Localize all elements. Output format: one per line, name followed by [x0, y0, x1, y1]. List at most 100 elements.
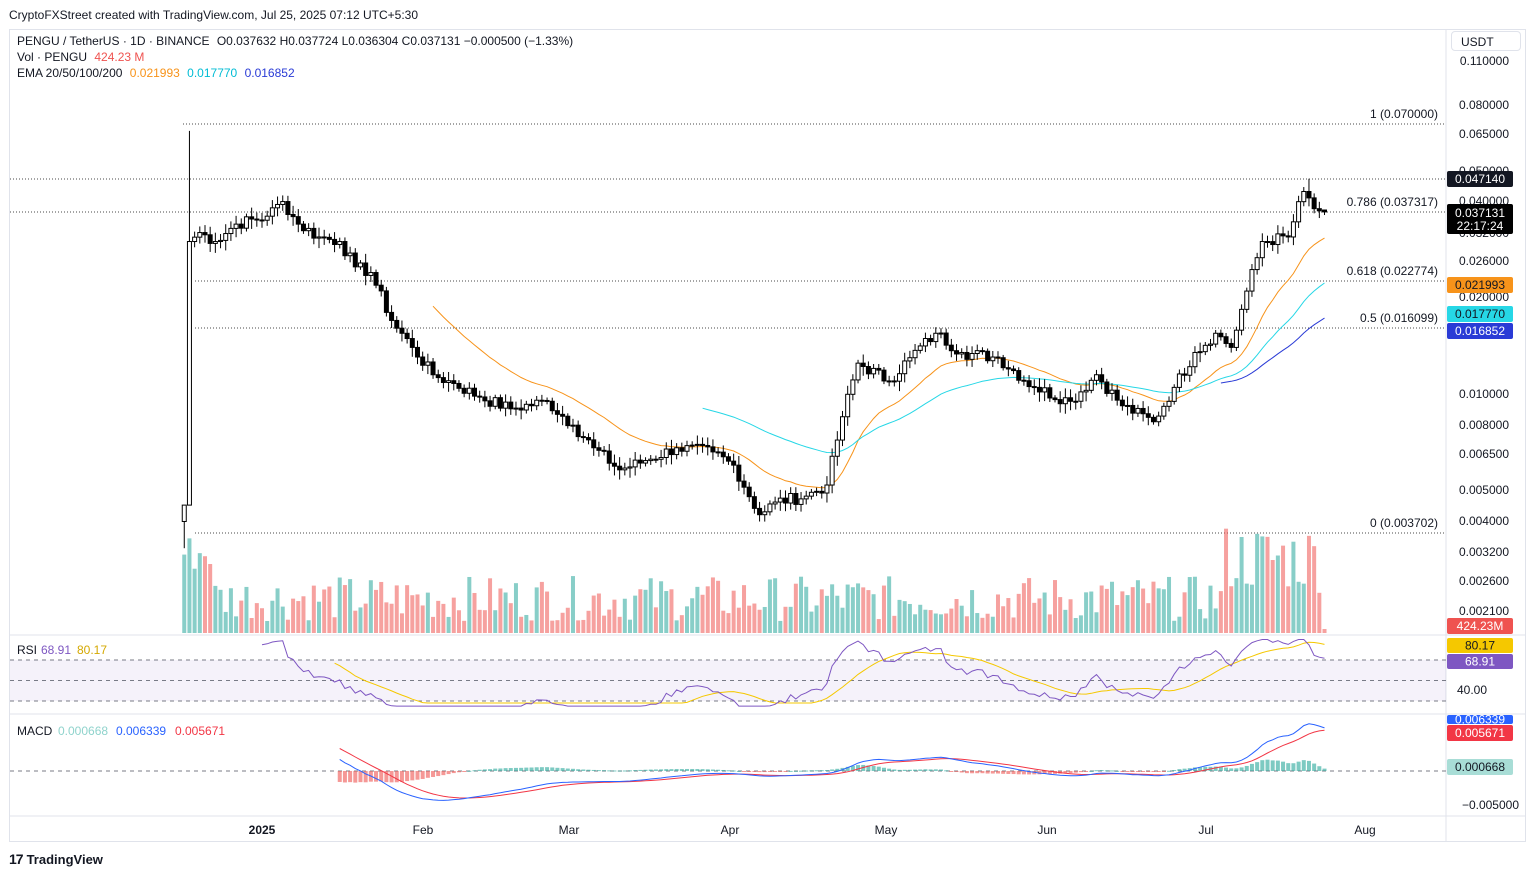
macd-histogram-bar [415, 771, 420, 780]
volume-bar [410, 595, 415, 633]
volume-bar [327, 586, 332, 633]
macd-histogram-bar [1234, 768, 1239, 771]
macd-histogram-bar [1110, 770, 1115, 772]
volume-badge [1447, 618, 1513, 634]
candle-body [357, 262, 363, 268]
tradingview-logo[interactable]: 17 TradingView [9, 851, 103, 867]
candle-body [933, 332, 939, 343]
volume-bar [1306, 535, 1311, 633]
price-axis-label: 0.080000 [1459, 98, 1509, 112]
volume-bar [607, 609, 612, 633]
macd-histogram-bar [830, 769, 835, 771]
volume-bar [296, 601, 301, 633]
volume-bar [1198, 609, 1203, 633]
volume-bar [783, 606, 788, 633]
macd-histogram-bar [804, 770, 809, 772]
volume-bar [441, 603, 446, 633]
macd-axis-label: −0.005000 [1462, 798, 1519, 812]
ema100-value: 0.016852 [244, 66, 295, 80]
volume-bar [1078, 615, 1083, 633]
macd-histogram-bar [970, 771, 975, 774]
volume-bar [835, 595, 840, 633]
volume-bar [1249, 584, 1254, 633]
volume-bar [399, 613, 404, 633]
candle-body [1042, 387, 1048, 393]
macd-histogram-bar [1089, 770, 1094, 772]
candle-body [1099, 374, 1105, 383]
macd-histogram-bar [975, 771, 980, 774]
time-axis-label: Jun [1037, 823, 1056, 837]
symbol-legend[interactable]: PENGU / TetherUS · 1D · BINANCE O0.03763… [17, 34, 577, 48]
macd-histogram-bar [1172, 770, 1177, 772]
volume-bar [1239, 537, 1244, 633]
volume-bar [1104, 588, 1109, 633]
time-axis-label: Mar [559, 823, 580, 837]
candle-body [969, 353, 975, 360]
volume-bar [975, 613, 980, 633]
macd-histogram-bar [938, 769, 943, 771]
macd-histogram-bar [736, 770, 741, 772]
price-axis-label: 0.008000 [1459, 418, 1509, 432]
candle-body [337, 241, 343, 245]
volume-bar [322, 589, 327, 633]
volume-bar [1042, 592, 1047, 633]
volume-bar [451, 597, 456, 633]
candle-body [249, 216, 255, 220]
candle-body [1296, 201, 1302, 223]
volume-bar [1224, 528, 1229, 633]
last-price-badge [1447, 204, 1513, 234]
macd-histogram-bar [705, 769, 710, 771]
candle-body [658, 456, 664, 460]
macd-histogram-bar [586, 769, 591, 771]
fib-label-f0: 0 (0.003702) [1370, 516, 1438, 530]
macd-hist-badge-text: 0.000668 [1455, 760, 1505, 774]
candle-body [1202, 344, 1208, 353]
candle-body [1213, 332, 1219, 345]
volume-bar [633, 595, 638, 633]
macd-histogram-bar [757, 771, 762, 773]
candle-body [1171, 386, 1177, 402]
ohlc-values: O0.037632 H0.037724 L0.036304 C0.037131 … [216, 34, 574, 48]
time-axis-label: Apr [721, 823, 740, 837]
volume-legend[interactable]: Vol · PENGU 424.23 M [17, 50, 148, 64]
ema20-line [432, 237, 1325, 489]
macd-histogram-bar [1301, 760, 1306, 771]
candle-body [637, 459, 643, 464]
candle-body [948, 344, 954, 352]
currency-button[interactable]: USDT [1451, 31, 1521, 51]
candle-body [290, 213, 296, 218]
macd-histogram-bar [726, 770, 731, 772]
candle-body [881, 369, 887, 382]
macd-histogram-bar [431, 771, 436, 777]
macd-histogram-bar [602, 770, 607, 772]
candle-body [871, 367, 877, 375]
candle-body [959, 351, 965, 355]
volume-bar [995, 594, 1000, 633]
candle-body [891, 380, 897, 383]
candle-body [228, 227, 234, 235]
candle-body [186, 241, 192, 506]
candle-body [399, 327, 405, 334]
macd-signal-line [339, 729, 1325, 799]
candle-body [865, 366, 871, 375]
candle-body [979, 350, 985, 353]
candle-body [202, 232, 208, 236]
volume-bar [959, 605, 964, 633]
candle-body [757, 507, 763, 516]
candle-body [275, 203, 281, 209]
volume-bar [1073, 618, 1078, 633]
time-axis-label: Jul [1198, 823, 1213, 837]
macd-histogram-bar [529, 767, 534, 771]
time-axis-label: Feb [413, 823, 434, 837]
candle-body [414, 346, 420, 358]
time-axis-label: May [875, 823, 898, 837]
volume-bar [1270, 560, 1275, 633]
candle-body [720, 451, 726, 458]
candle-body [544, 399, 550, 402]
macd-histogram-bar [980, 771, 985, 774]
ema-legend[interactable]: EMA 20/50/100/200 0.021993 0.017770 0.01… [17, 66, 299, 80]
macd-histogram-bar [576, 769, 581, 771]
candle-body [435, 374, 441, 379]
volume-bar [1208, 585, 1213, 633]
